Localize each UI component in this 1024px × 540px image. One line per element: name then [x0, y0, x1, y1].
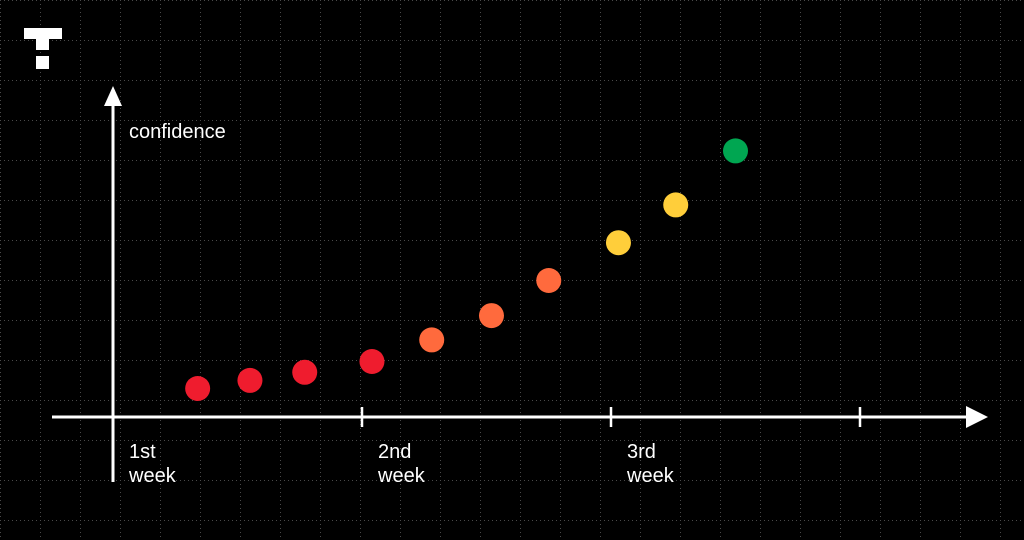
x-tick-label: 2nd [378, 441, 411, 463]
x-tick-label: week [377, 465, 426, 487]
y-axis-label: confidence [129, 121, 226, 143]
x-tick-label: week [626, 465, 675, 487]
t-logo-icon [24, 28, 62, 69]
x-tick-label: 3rd [627, 441, 656, 463]
x-axis-arrow-icon [966, 406, 988, 428]
data-point-8 [605, 230, 631, 256]
data-point-5 [419, 327, 445, 353]
axes [52, 86, 988, 482]
data-points [185, 138, 748, 401]
data-point-7 [536, 268, 562, 293]
data-point-1 [185, 376, 211, 401]
data-point-9 [663, 192, 689, 218]
x-tick-label: 1st [129, 441, 156, 463]
y-axis-arrow-icon [104, 86, 122, 106]
data-point-6 [478, 303, 504, 329]
data-point-3 [292, 359, 318, 385]
data-point-4 [359, 349, 385, 374]
x-tick-label: week [128, 465, 177, 487]
data-point-2 [237, 367, 263, 393]
data-point-10 [723, 138, 748, 164]
